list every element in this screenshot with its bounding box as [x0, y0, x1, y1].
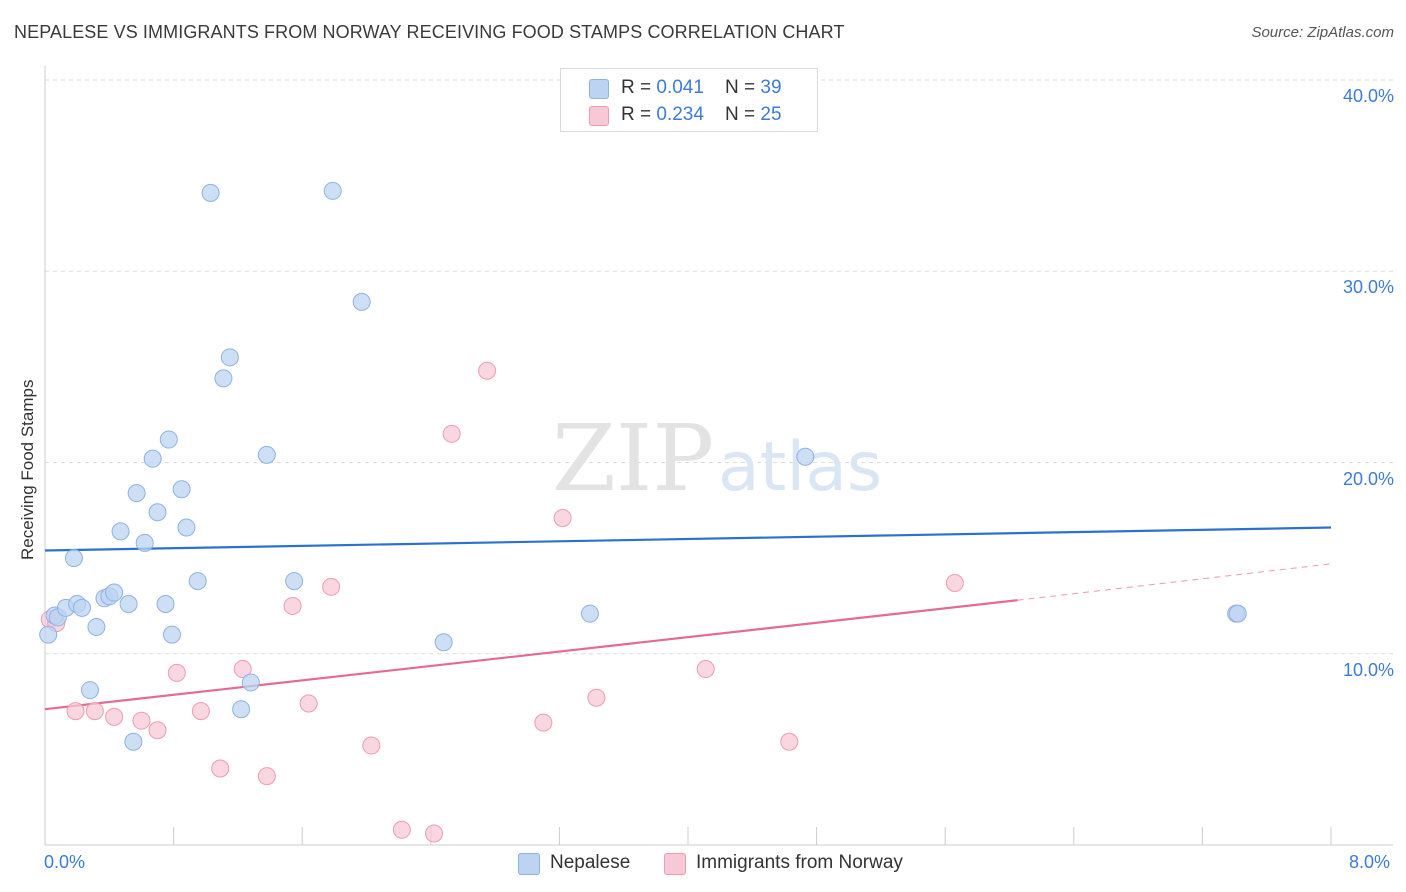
data-point-norway: [425, 824, 444, 843]
data-point-norway: [167, 663, 186, 682]
data-point-norway: [478, 361, 497, 380]
data-point-norway: [211, 759, 230, 778]
legend-n-label: N =: [725, 77, 761, 98]
legend-r-label: R =: [621, 77, 657, 98]
data-point-norway: [283, 596, 302, 615]
legend-n-label: N =: [725, 104, 761, 125]
correlation-legend: R = 0.041 N = 39 R = 0.234 N = 25: [560, 68, 818, 132]
trend-line-nepalese: [44, 526, 1332, 552]
data-point-nepalese: [81, 681, 100, 700]
source-label: Source: ZipAtlas.com: [1251, 24, 1394, 41]
legend-swatch-nepalese: [589, 79, 609, 99]
data-point-nepalese: [119, 595, 138, 614]
data-point-nepalese: [135, 533, 154, 552]
data-point-norway: [66, 702, 85, 721]
data-point-nepalese: [124, 732, 143, 751]
y-tick-label: 10.0%: [1342, 660, 1394, 680]
legend-n-value: 25: [760, 104, 782, 125]
data-point-norway: [233, 660, 252, 679]
legend-label-nepalese: Nepalese: [550, 852, 631, 873]
data-point-nepalese: [64, 549, 83, 568]
data-point-nepalese: [111, 522, 130, 541]
y-tick-label: 40.0%: [1342, 86, 1394, 106]
data-point-nepalese: [1228, 604, 1247, 623]
data-point-norway: [534, 713, 553, 732]
watermark-atlas: atlas: [718, 428, 882, 507]
data-point-norway: [299, 694, 318, 713]
data-point-norway: [257, 767, 276, 786]
data-point-norway: [553, 508, 572, 527]
axes: [44, 66, 1393, 846]
data-point-nepalese: [214, 369, 233, 388]
data-point-nepalese: [580, 604, 599, 623]
data-point-nepalese: [87, 617, 106, 636]
data-point-nepalese: [143, 449, 162, 468]
legend-n-value: 39: [760, 77, 782, 98]
data-point-norway: [392, 820, 411, 839]
watermark: ZIP atlas: [552, 405, 882, 512]
legend-label-norway: Immigrants from Norway: [696, 852, 903, 873]
data-point-nepalese: [188, 572, 207, 591]
data-point-norway: [442, 424, 461, 443]
data-point-nepalese: [172, 480, 191, 499]
x-tick-label: 0.0%: [44, 852, 86, 872]
data-point-nepalese: [177, 518, 196, 537]
data-point-norway: [362, 736, 381, 755]
data-point-nepalese: [39, 625, 58, 644]
data-point-nepalese: [796, 447, 815, 466]
data-point-norway: [191, 702, 210, 721]
y-axis-label: Receiving Food Stamps: [18, 379, 37, 560]
legend-r-value: 0.234: [656, 104, 704, 125]
data-point-nepalese: [323, 181, 342, 200]
legend-r-label: R =: [621, 104, 657, 125]
trend-line-norway: [44, 599, 1018, 711]
data-point-nepalese: [220, 348, 239, 367]
data-point-nepalese: [232, 700, 251, 719]
watermark-zip: ZIP: [552, 405, 714, 512]
data-point-nepalese: [241, 673, 260, 692]
data-points: [39, 181, 1247, 843]
y-tick-label: 30.0%: [1342, 277, 1394, 297]
legend-swatch-norway: [664, 853, 686, 875]
data-point-nepalese: [201, 183, 220, 202]
data-point-nepalese: [127, 484, 146, 503]
y-tick-label: 20.0%: [1342, 469, 1394, 489]
data-point-norway: [945, 573, 964, 592]
data-point-nepalese: [434, 633, 453, 652]
legend-swatch-nepalese: [518, 853, 540, 875]
data-point-norway: [148, 721, 167, 740]
legend-swatch-norway: [589, 106, 609, 126]
data-point-norway: [696, 660, 715, 679]
chart-title: NEPALESE VS IMMIGRANTS FROM NORWAY RECEI…: [14, 22, 845, 42]
x-tick-label: 8.0%: [1349, 852, 1391, 872]
data-point-norway: [322, 577, 341, 596]
data-point-nepalese: [148, 503, 167, 522]
data-point-norway: [587, 688, 606, 707]
data-point-nepalese: [352, 292, 371, 311]
data-point-nepalese: [285, 572, 304, 591]
data-point-norway: [85, 702, 104, 721]
trend-lines: [44, 526, 1332, 711]
grid-lines: [45, 79, 1393, 655]
data-point-nepalese: [257, 445, 276, 464]
data-point-nepalese: [72, 598, 91, 617]
data-point-nepalese: [162, 625, 181, 644]
data-point-norway: [132, 711, 151, 730]
data-point-norway: [780, 732, 799, 751]
data-point-nepalese: [105, 583, 124, 602]
legend-r-value: 0.041: [656, 77, 704, 98]
data-point-nepalese: [159, 430, 178, 449]
data-point-norway: [105, 707, 124, 726]
data-point-nepalese: [156, 595, 175, 614]
trend-line-norway-extension: [1017, 563, 1332, 601]
